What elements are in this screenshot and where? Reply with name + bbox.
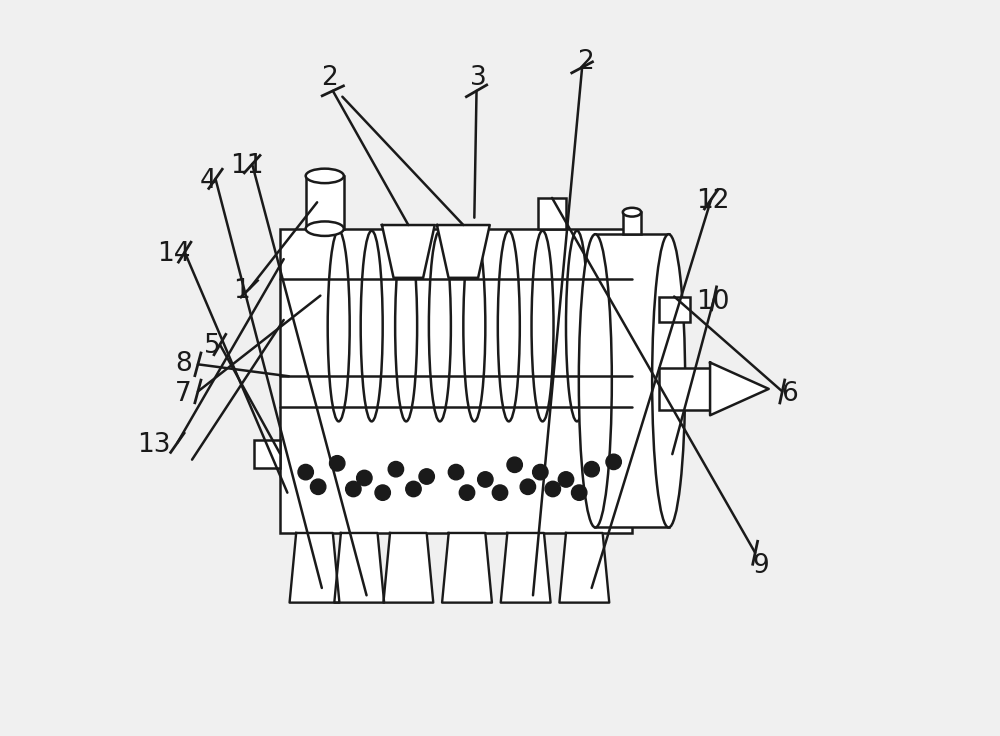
Ellipse shape xyxy=(306,169,344,183)
Polygon shape xyxy=(334,533,384,603)
Text: 7: 7 xyxy=(175,381,192,407)
Text: 8: 8 xyxy=(175,351,192,378)
Polygon shape xyxy=(442,533,492,603)
Circle shape xyxy=(545,481,560,497)
Polygon shape xyxy=(559,533,609,603)
Polygon shape xyxy=(710,363,769,415)
Circle shape xyxy=(571,485,587,500)
Text: 11: 11 xyxy=(230,153,264,180)
Circle shape xyxy=(298,464,313,480)
Text: 10: 10 xyxy=(696,289,729,315)
Circle shape xyxy=(310,479,326,495)
Ellipse shape xyxy=(579,234,612,528)
Text: 2: 2 xyxy=(577,49,593,75)
Circle shape xyxy=(558,472,574,487)
Bar xyxy=(280,229,632,533)
Text: 5: 5 xyxy=(204,333,221,359)
Circle shape xyxy=(478,472,493,487)
Circle shape xyxy=(406,481,421,497)
Text: 6: 6 xyxy=(781,381,798,407)
Bar xyxy=(659,368,710,410)
Bar xyxy=(538,198,566,229)
Polygon shape xyxy=(382,225,435,277)
Text: 13: 13 xyxy=(137,432,171,458)
Polygon shape xyxy=(383,533,433,603)
Circle shape xyxy=(533,464,548,480)
Text: 9: 9 xyxy=(752,553,769,579)
Circle shape xyxy=(507,457,522,473)
Circle shape xyxy=(584,461,599,477)
Circle shape xyxy=(357,470,372,486)
Ellipse shape xyxy=(652,234,685,528)
Text: 1: 1 xyxy=(234,278,250,304)
Bar xyxy=(306,176,344,229)
Circle shape xyxy=(459,485,475,500)
Text: 12: 12 xyxy=(696,188,729,214)
Text: 3: 3 xyxy=(470,66,486,91)
Circle shape xyxy=(606,454,621,470)
Bar xyxy=(623,212,641,234)
Bar xyxy=(595,234,669,528)
Ellipse shape xyxy=(623,208,641,216)
Circle shape xyxy=(388,461,404,477)
Bar xyxy=(254,439,280,467)
Circle shape xyxy=(419,469,434,484)
Bar xyxy=(659,297,690,322)
Polygon shape xyxy=(501,533,551,603)
Ellipse shape xyxy=(306,222,344,236)
Text: 4: 4 xyxy=(200,168,217,194)
Circle shape xyxy=(346,481,361,497)
Circle shape xyxy=(375,485,390,500)
Circle shape xyxy=(330,456,345,471)
Text: 2: 2 xyxy=(322,66,338,91)
Text: 14: 14 xyxy=(157,241,190,267)
Polygon shape xyxy=(437,225,490,277)
Circle shape xyxy=(520,479,536,495)
Circle shape xyxy=(492,485,508,500)
Circle shape xyxy=(448,464,464,480)
Polygon shape xyxy=(290,533,339,603)
